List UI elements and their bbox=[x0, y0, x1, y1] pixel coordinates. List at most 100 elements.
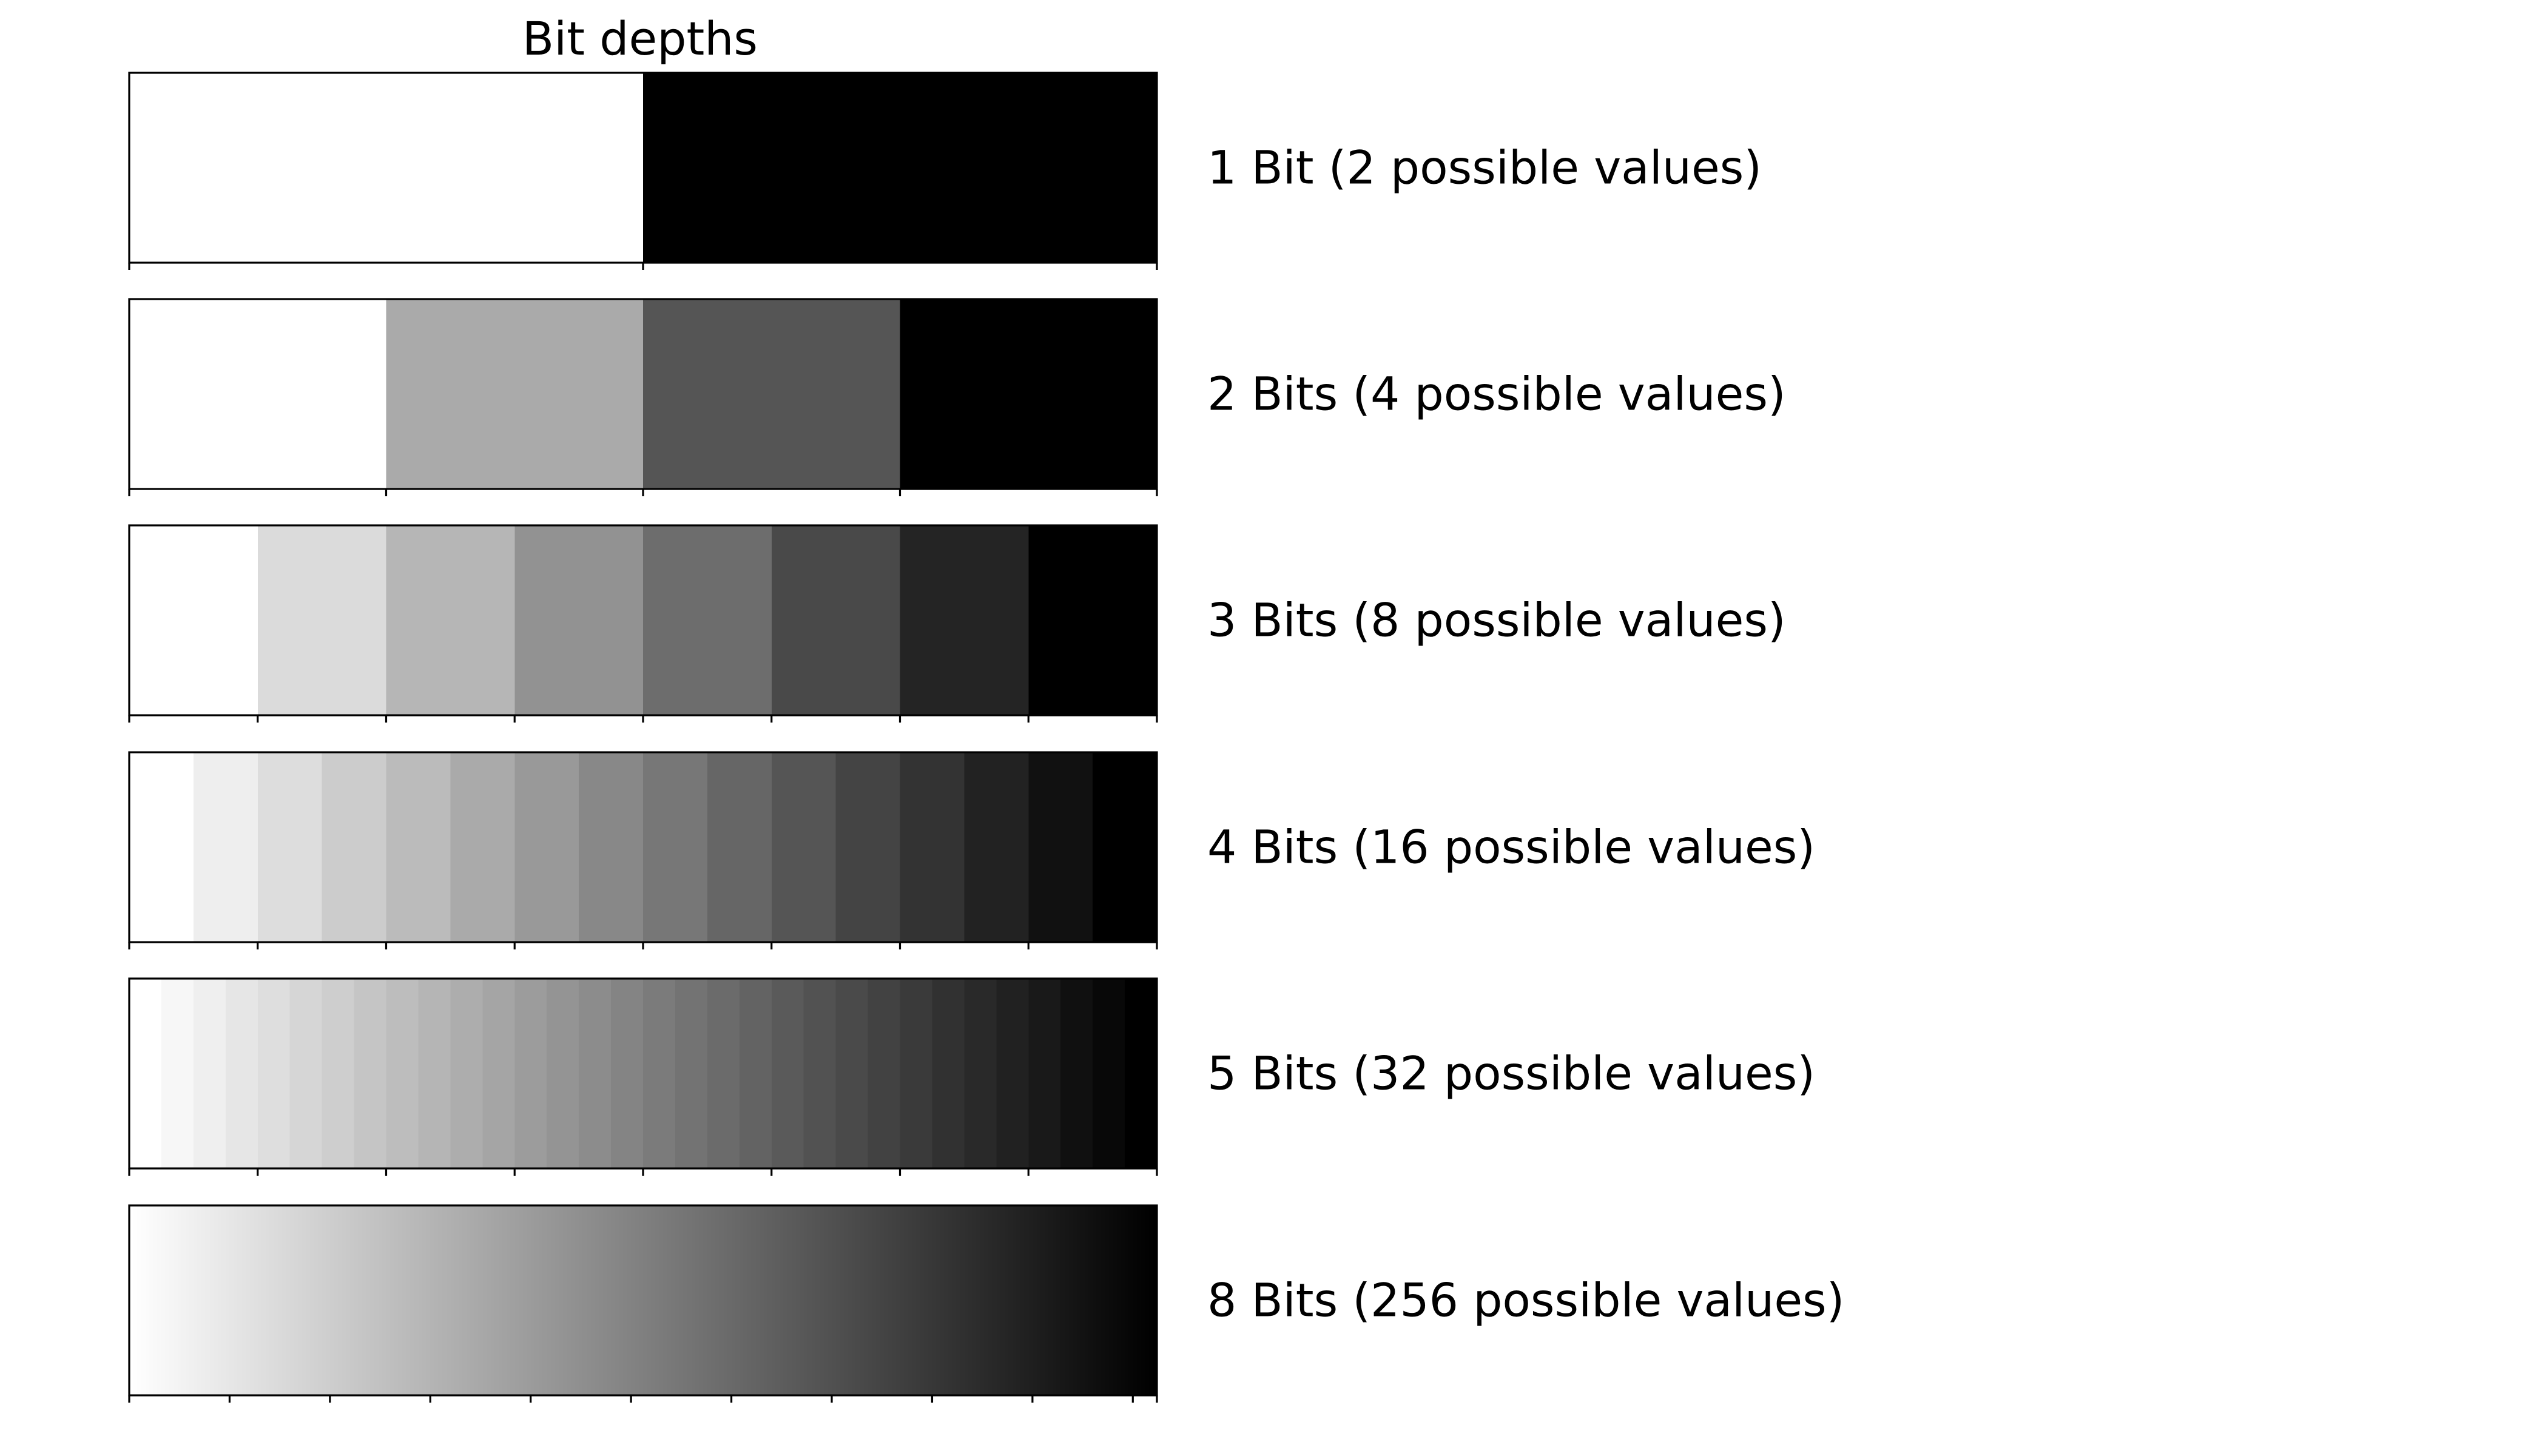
level-cell bbox=[382, 1205, 387, 1395]
level-cell bbox=[976, 1205, 981, 1395]
level-cell bbox=[354, 979, 387, 1168]
level-cell bbox=[542, 1205, 547, 1395]
level-cell bbox=[602, 1205, 608, 1395]
bit-row-2: 2 Bits (4 possible values) bbox=[128, 298, 1786, 496]
level-cell bbox=[771, 525, 901, 715]
bit-row-8: 8 Bits (256 possible values) bbox=[128, 1204, 1844, 1403]
level-cell bbox=[562, 1205, 568, 1395]
level-cell bbox=[1036, 1205, 1041, 1395]
level-cell bbox=[1048, 1205, 1053, 1395]
level-cell bbox=[133, 1205, 138, 1395]
level-cell bbox=[952, 1205, 957, 1395]
level-cell bbox=[322, 752, 387, 942]
level-cell bbox=[832, 1205, 837, 1395]
level-cell bbox=[137, 1205, 142, 1395]
level-cell bbox=[904, 1205, 909, 1395]
level-cell bbox=[611, 979, 644, 1168]
level-cell bbox=[1153, 1205, 1158, 1395]
level-cell bbox=[631, 1205, 636, 1395]
level-cell bbox=[1073, 1205, 1077, 1395]
level-cell bbox=[567, 1205, 571, 1395]
level-cell bbox=[217, 1205, 222, 1395]
level-cell bbox=[763, 1205, 768, 1395]
level-cell bbox=[1145, 1205, 1150, 1395]
row-label: 4 Bits (16 possible values) bbox=[1207, 820, 1815, 874]
level-cell bbox=[723, 1205, 728, 1395]
bit-row-1: 1 Bit (2 possible values) bbox=[128, 72, 1762, 270]
level-cell bbox=[663, 1205, 668, 1395]
level-cell bbox=[900, 299, 1158, 489]
level-cell bbox=[1133, 1205, 1138, 1395]
level-cell bbox=[771, 752, 837, 942]
level-cell bbox=[1084, 1205, 1090, 1395]
level-cell bbox=[478, 1205, 484, 1395]
level-cell bbox=[900, 752, 965, 942]
level-cell bbox=[1116, 1205, 1122, 1395]
level-cell bbox=[462, 1205, 467, 1395]
level-cell bbox=[494, 1205, 499, 1395]
level-cell bbox=[358, 1205, 363, 1395]
level-cell bbox=[221, 1205, 226, 1395]
bit-row-4: 4 Bits (16 possible values) bbox=[128, 751, 1815, 949]
level-cell bbox=[346, 1205, 351, 1395]
level-cell bbox=[570, 1205, 576, 1395]
chart-title: Bit depths bbox=[522, 12, 758, 66]
level-cell bbox=[410, 1205, 415, 1395]
level-cell bbox=[309, 1205, 315, 1395]
level-cell bbox=[835, 1205, 841, 1395]
level-cell bbox=[575, 1205, 579, 1395]
level-cell bbox=[1060, 1205, 1065, 1395]
level-cell bbox=[848, 1205, 852, 1395]
level-cell bbox=[294, 1205, 298, 1395]
level-cell bbox=[811, 1205, 817, 1395]
level-cell bbox=[739, 979, 772, 1168]
level-cell bbox=[622, 1205, 628, 1395]
level-cell bbox=[803, 979, 837, 1168]
level-cell bbox=[835, 979, 869, 1168]
level-cell bbox=[1060, 979, 1093, 1168]
level-cell bbox=[1121, 1205, 1125, 1395]
level-cell bbox=[691, 1205, 696, 1395]
level-cell bbox=[751, 1205, 757, 1395]
level-cell bbox=[823, 1205, 829, 1395]
level-cell bbox=[261, 1205, 266, 1395]
level-cell bbox=[414, 1205, 419, 1395]
level-cell bbox=[1093, 979, 1125, 1168]
level-cell bbox=[900, 525, 1030, 715]
level-cell bbox=[1088, 1205, 1093, 1395]
level-cell bbox=[679, 1205, 684, 1395]
level-cell bbox=[450, 1205, 455, 1395]
level-cell bbox=[141, 1205, 146, 1395]
level-cell bbox=[254, 1205, 258, 1395]
level-cell bbox=[334, 1205, 339, 1395]
level-cell bbox=[302, 1205, 306, 1395]
level-cell bbox=[852, 1205, 857, 1395]
level-cell bbox=[820, 1205, 824, 1395]
level-cell bbox=[538, 1205, 544, 1395]
level-cell bbox=[908, 1205, 913, 1395]
level-cell bbox=[944, 1205, 949, 1395]
level-cell bbox=[1125, 1205, 1130, 1395]
level-cell bbox=[1004, 1205, 1009, 1395]
level-cell bbox=[390, 1205, 395, 1395]
level-cell bbox=[735, 1205, 740, 1395]
level-cell bbox=[1064, 1205, 1070, 1395]
level-cell bbox=[627, 1205, 632, 1395]
level-cell bbox=[173, 1205, 178, 1395]
level-cell bbox=[193, 1205, 198, 1395]
level-cell bbox=[366, 1205, 371, 1395]
level-cell bbox=[277, 1205, 283, 1395]
level-cell bbox=[1044, 1205, 1050, 1395]
level-cell bbox=[972, 1205, 977, 1395]
level-cell bbox=[1113, 1205, 1117, 1395]
level-cell bbox=[322, 1205, 327, 1395]
level-cell bbox=[129, 1205, 134, 1395]
level-cell bbox=[398, 1205, 403, 1395]
level-cell bbox=[426, 1205, 431, 1395]
level-cell bbox=[875, 1205, 881, 1395]
level-cell bbox=[474, 1205, 479, 1395]
level-cell bbox=[964, 979, 997, 1168]
level-cell bbox=[362, 1205, 367, 1395]
level-cell bbox=[1028, 979, 1061, 1168]
